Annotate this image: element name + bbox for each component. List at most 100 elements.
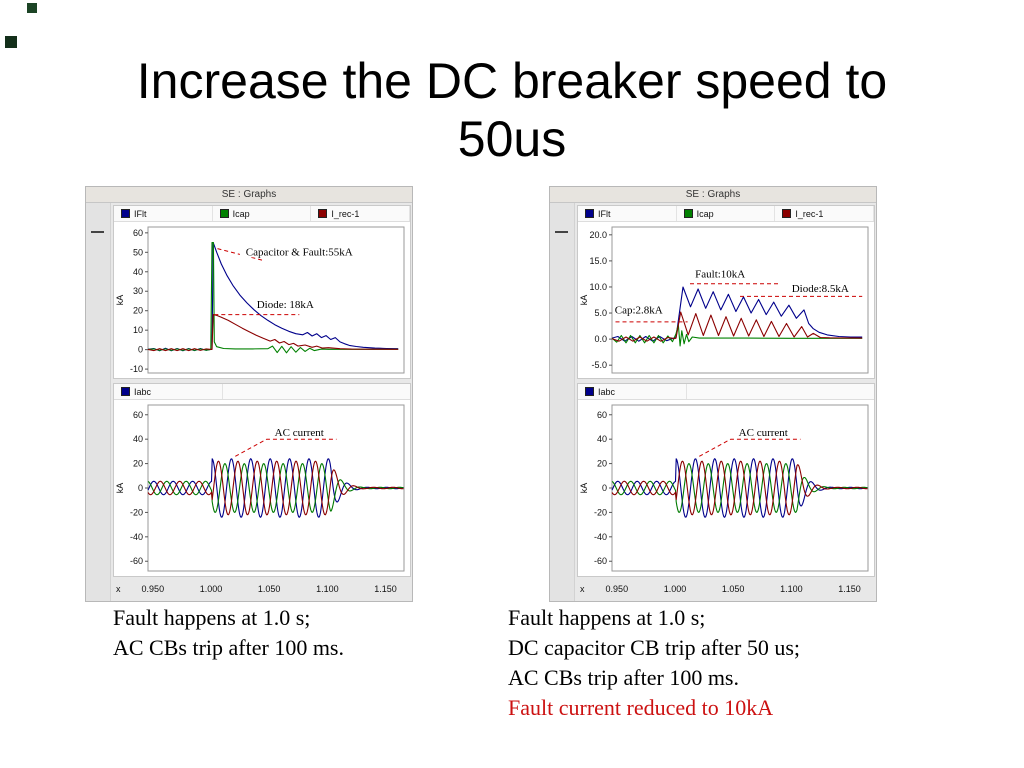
x-axis: x 0.950 1.000 1.050 1.100 1.150 [113, 581, 411, 601]
annotation-text: Cap:2.8kA [615, 304, 663, 316]
caption-line: AC CBs trip after 100 ms. [508, 665, 739, 690]
legend-item-I_rec-1[interactable]: I_rec-1 [775, 206, 875, 221]
chart-column: IFlt Icap I_rec-1 20.0 15.0 10.0 5.0 0.0 -5.0 kA C… [575, 203, 876, 601]
y-tick-label: 60 [597, 410, 607, 420]
annotation-bg [239, 244, 359, 258]
y-tick-label: 0 [138, 345, 143, 355]
y-tick-label: 0 [138, 483, 143, 493]
y-tick-label: 10.0 [589, 282, 607, 292]
legend-color-swatch [585, 387, 594, 396]
caption-line: DC capacitor CB trip after 50 us; [508, 635, 801, 660]
annotation-bg [272, 425, 327, 439]
annotation-text: Diode:8.5kA [792, 283, 849, 295]
x-tick-label: 0.950 [605, 584, 629, 594]
caption-right-lines: Fault happens at 1.0 s; DC capacitor CB t… [508, 603, 800, 693]
y-tick-label: -60 [594, 556, 607, 566]
y-tick-label: -40 [594, 532, 607, 542]
annotation-bg [693, 266, 748, 280]
y-tick-label: 10 [133, 325, 143, 335]
legend-item-Icap[interactable]: Icap [677, 206, 776, 221]
legend-label: Iabc [134, 386, 152, 397]
y-axis-unit-label: kA [579, 295, 589, 306]
legend-item-IFlt[interactable]: IFlt [578, 206, 677, 221]
x-tick-label: 1.150 [838, 584, 861, 594]
caption-line: Fault happens at 1.0 s; [113, 605, 311, 630]
y-tick-label: -40 [130, 532, 143, 542]
caption-highlight: Fault current reduced to 10kA [508, 695, 774, 720]
annotation-leader-line [235, 438, 337, 457]
legend-item-Iabc[interactable]: Iabc [114, 384, 223, 399]
legend-label: IFlt [598, 208, 611, 219]
y-tick-label: 0.0 [594, 334, 607, 344]
x-tick-label: 1.050 [721, 584, 745, 594]
caption-right: Fault happens at 1.0 s; DC capacitor CB t… [508, 603, 800, 723]
x-tick-label: 1.100 [780, 584, 803, 594]
series-Icap [611, 323, 863, 347]
y-tick-label: -20 [130, 507, 143, 517]
legend-bar: IFlt Icap I_rec-1 [578, 206, 875, 222]
y-tick-label: 60 [133, 410, 143, 420]
y-tick-label: -10 [130, 364, 143, 374]
y-tick-label: 5.0 [594, 308, 607, 318]
legend-color-swatch [585, 209, 594, 218]
ac-left-plot: 60 40 20 0 -20 -40 -60 kA AC current [115, 404, 405, 572]
annotation-bg [736, 425, 791, 439]
y-tick-label: 60 [133, 228, 143, 238]
legend-color-swatch [219, 209, 229, 218]
y-tick-label: 40 [133, 434, 143, 444]
legend-bar: IFlt Icap I_rec-1 [114, 206, 411, 222]
legend-label: I_rec-1 [795, 208, 824, 219]
legend-color-swatch [121, 209, 130, 218]
annotation-text: Capacitor & Fault:55kA [246, 246, 353, 258]
series-I_rec-1 [147, 314, 399, 352]
legend-item-IFlt[interactable]: IFlt [114, 206, 213, 221]
x-axis-label: x [116, 584, 121, 594]
minimize-icon[interactable] [91, 231, 104, 233]
annotation-bg [255, 296, 316, 310]
x-tick-label: 1.000 [199, 584, 223, 594]
y-tick-label: 15.0 [589, 256, 607, 266]
legend-label: Icap [696, 208, 714, 219]
ac-right-plot: 60 40 20 0 -20 -40 -60 kA AC current [579, 404, 869, 572]
legend-label: IFlt [134, 208, 147, 219]
y-tick-label: 40 [133, 267, 143, 277]
annotation-leader-line [216, 247, 263, 261]
annotation-text: Fault:10kA [695, 268, 745, 280]
annotation-text: AC current [275, 427, 324, 439]
slide-decor-square [27, 3, 37, 13]
annotation-text: Diode: 18kA [257, 299, 314, 311]
x-tick-label: 0.950 [141, 584, 165, 594]
annotation-bg [614, 302, 664, 316]
caption-left-lines: Fault happens at 1.0 s; AC CBs trip after… [113, 603, 344, 663]
y-tick-label: 30 [133, 286, 143, 296]
x-tick-label: 1.150 [374, 584, 397, 594]
slide-decor-square [5, 36, 17, 48]
legend-color-swatch [782, 209, 792, 218]
y-tick-label: 20.0 [589, 230, 607, 240]
graphs-window-left: SE : Graphs IFlt Icap I_rec-1 60 50 40 30 20 10 0… [85, 186, 413, 602]
toolbar-strip [86, 203, 111, 601]
graphs-window-right: SE : Graphs IFlt Icap I_rec-1 20.0 15.0 10.0 5… [549, 186, 877, 602]
legend-item-Icap[interactable]: Icap [213, 206, 312, 221]
y-tick-label: 20 [133, 459, 143, 469]
x-axis-label: x [580, 584, 585, 594]
legend-color-swatch [318, 209, 328, 218]
dc-left-plot: 60 50 40 30 20 10 0 -10 kA Capacitor & Fault:55kA… [115, 226, 405, 374]
series-Ic [147, 460, 404, 516]
caption-line: Fault happens at 1.0 s; [508, 605, 706, 630]
slide-title-line2: 50us [457, 111, 567, 167]
y-tick-label: -60 [130, 556, 143, 566]
legend-item-Iabc[interactable]: Iabc [578, 384, 687, 399]
toolbar-strip [550, 203, 575, 601]
legend-item-I_rec-1[interactable]: I_rec-1 [311, 206, 411, 221]
legend-bar: Iabc [578, 384, 874, 400]
x-tick-label: 1.100 [316, 584, 339, 594]
window-title: SE : Graphs [86, 187, 412, 203]
caption-left: Fault happens at 1.0 s; AC CBs trip after… [113, 603, 344, 663]
y-tick-label: 20 [597, 459, 607, 469]
ac-current-chart: Iabc 60 40 20 0 -20 -40 -60 kA AC current [113, 383, 411, 577]
x-axis: x 0.950 1.000 1.050 1.100 1.150 [577, 581, 875, 601]
x-tick-label: 1.000 [663, 584, 687, 594]
annotation-text: AC current [739, 427, 788, 439]
minimize-icon[interactable] [555, 231, 568, 233]
